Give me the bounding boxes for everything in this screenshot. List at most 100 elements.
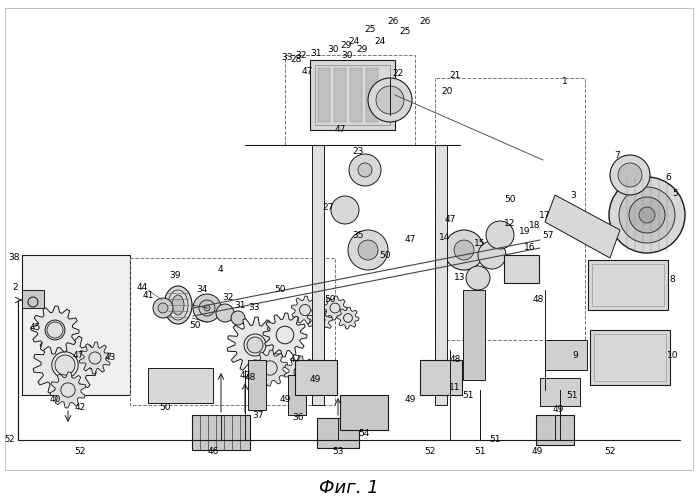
Bar (334, 68, 346, 122)
Bar (588, 260, 668, 310)
Circle shape (486, 221, 514, 249)
Circle shape (610, 155, 650, 195)
Text: 36: 36 (292, 414, 304, 422)
Circle shape (28, 297, 38, 307)
Circle shape (89, 352, 101, 364)
Circle shape (454, 240, 474, 260)
Text: 11: 11 (449, 382, 461, 392)
Circle shape (344, 314, 352, 322)
Text: 22: 22 (392, 68, 403, 78)
Text: 47: 47 (289, 356, 301, 364)
Text: 50: 50 (380, 250, 391, 260)
Bar (295, 360, 337, 395)
Text: 19: 19 (519, 228, 531, 236)
Text: Фиг. 1: Фиг. 1 (319, 479, 379, 497)
Text: 46: 46 (208, 448, 219, 456)
Text: 51: 51 (566, 390, 578, 400)
Polygon shape (227, 317, 283, 373)
Polygon shape (323, 296, 347, 320)
Text: 50: 50 (274, 286, 286, 294)
Bar (288, 375, 306, 415)
Circle shape (466, 266, 490, 290)
Text: 24: 24 (348, 38, 359, 46)
Bar (350, 68, 362, 122)
Text: 9: 9 (572, 350, 578, 360)
Text: 33: 33 (281, 54, 293, 62)
Bar (435, 145, 447, 405)
Text: 26: 26 (419, 18, 431, 26)
Circle shape (358, 240, 378, 260)
Bar (536, 415, 574, 445)
Circle shape (331, 196, 359, 224)
Text: 47: 47 (301, 68, 312, 76)
Bar (545, 340, 587, 370)
Text: 47: 47 (239, 370, 251, 380)
Circle shape (629, 197, 665, 233)
Text: 15: 15 (474, 238, 486, 248)
Text: 20: 20 (441, 88, 453, 96)
Text: 8: 8 (669, 276, 675, 284)
Text: 14: 14 (439, 234, 451, 242)
Bar (463, 290, 485, 380)
Text: 16: 16 (524, 242, 535, 252)
Text: 41: 41 (143, 290, 154, 300)
Text: 42: 42 (74, 404, 85, 412)
Text: 52: 52 (74, 448, 86, 456)
Circle shape (45, 320, 65, 340)
Text: 6: 6 (665, 174, 671, 182)
Bar (540, 378, 580, 406)
Text: 32: 32 (295, 50, 307, 59)
Text: 49: 49 (280, 396, 291, 404)
Text: 25: 25 (399, 28, 411, 36)
Text: 24: 24 (375, 38, 386, 46)
Ellipse shape (172, 295, 184, 315)
Text: 51: 51 (462, 390, 474, 400)
Text: 40: 40 (50, 396, 61, 404)
Text: 47: 47 (445, 216, 456, 224)
Polygon shape (284, 356, 316, 388)
Text: 29: 29 (356, 46, 368, 54)
Circle shape (639, 207, 655, 223)
Bar (192, 415, 250, 450)
Text: 48: 48 (533, 296, 544, 304)
Text: 51: 51 (474, 448, 486, 456)
Bar (317, 418, 359, 448)
Text: 47: 47 (72, 350, 84, 360)
Circle shape (276, 326, 294, 344)
Bar (310, 60, 395, 130)
Circle shape (247, 337, 263, 353)
Text: 26: 26 (387, 18, 398, 26)
Bar (315, 65, 390, 125)
Text: 45: 45 (29, 324, 41, 332)
Text: 52: 52 (605, 448, 616, 456)
Text: 44: 44 (136, 284, 147, 292)
Polygon shape (252, 350, 288, 386)
Text: 57: 57 (542, 230, 554, 239)
Circle shape (193, 294, 221, 322)
Bar (248, 360, 266, 410)
Circle shape (47, 322, 63, 338)
Polygon shape (337, 307, 359, 329)
Text: 52: 52 (5, 436, 15, 444)
Text: 51: 51 (489, 436, 500, 444)
Text: 17: 17 (539, 210, 551, 220)
Bar (340, 395, 388, 430)
Bar (594, 334, 666, 381)
Text: 31: 31 (234, 300, 246, 310)
Circle shape (55, 355, 75, 375)
Bar (285, 55, 415, 145)
Text: 49: 49 (404, 396, 416, 404)
Text: 38: 38 (8, 254, 20, 262)
Text: 21: 21 (449, 70, 461, 80)
Text: 3: 3 (570, 190, 576, 200)
Text: 50: 50 (159, 402, 171, 411)
Bar (592, 264, 664, 306)
Text: 39: 39 (169, 270, 181, 280)
Bar (366, 68, 378, 122)
Text: 10: 10 (668, 350, 679, 360)
Circle shape (368, 78, 412, 122)
Circle shape (199, 300, 215, 316)
Text: 25: 25 (364, 26, 375, 35)
Text: 48: 48 (245, 374, 256, 382)
Text: 27: 27 (322, 204, 333, 212)
